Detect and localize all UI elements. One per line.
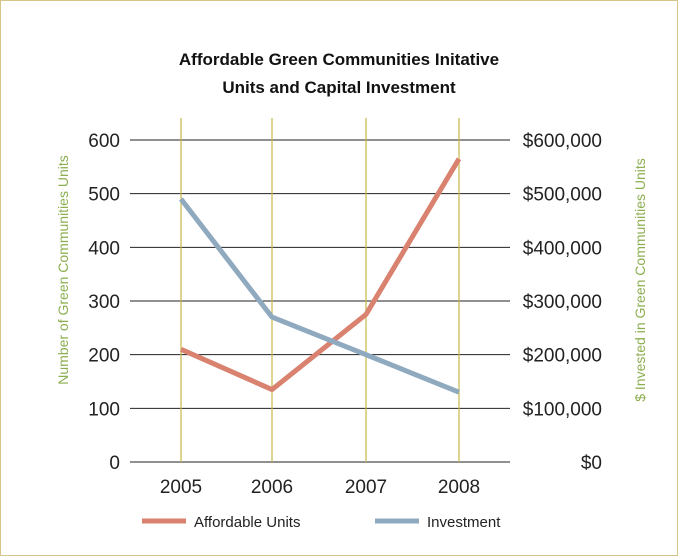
x-tick-label-1: 2006	[251, 477, 293, 498]
right-tick-label-1: $100,000	[523, 399, 602, 420]
series-lines	[179, 157, 462, 395]
left-tick-label-3: 300	[88, 292, 120, 313]
x-axis-tick-labels: 2005 2006 2007 2008	[160, 477, 480, 498]
x-tick-label-0: 2005	[160, 477, 202, 498]
left-tick-label-4: 400	[88, 238, 120, 259]
x-tick-label-3: 2008	[438, 477, 480, 498]
right-tick-label-0: $0	[581, 453, 602, 474]
right-tick-label-5: $500,000	[523, 185, 602, 206]
right-tick-label-4: $400,000	[523, 238, 602, 259]
left-axis-label: Number of Green Communities Units	[55, 155, 71, 385]
right-axis-label: $ Invested in Green Communities Units	[632, 158, 648, 402]
legend-label-0: Affordable Units	[194, 514, 300, 531]
x-tick-label-2: 2007	[345, 477, 387, 498]
left-tick-label-1: 100	[88, 399, 120, 420]
left-tick-label-6: 600	[88, 131, 120, 152]
chart-title-line-1: Affordable Green Communities Initative	[178, 50, 500, 69]
right-axis-tick-labels: $0 $100,000 $200,000 $300,000 $400,000 $500,0…	[523, 131, 602, 474]
left-tick-label-2: 200	[88, 346, 120, 367]
left-axis-tick-labels: 0 100 200 300 400 500 600	[88, 131, 120, 474]
right-tick-label-2: $200,000	[523, 346, 602, 367]
right-tick-label-3: $300,000	[523, 292, 602, 313]
vertical-gridlines	[180, 118, 460, 462]
right-tick-label-6: $600,000	[523, 131, 602, 152]
legend-label-1: Investment	[427, 514, 501, 531]
horizontal-gridlines	[130, 139, 510, 463]
series-line-0	[179, 157, 462, 393]
chart-title-line-2: Units and Capital Investment	[222, 78, 456, 97]
left-tick-label-5: 500	[88, 185, 120, 206]
legend: Affordable Units Investment	[142, 514, 501, 531]
series-line-1	[179, 197, 460, 395]
left-tick-label-0: 0	[109, 453, 120, 474]
